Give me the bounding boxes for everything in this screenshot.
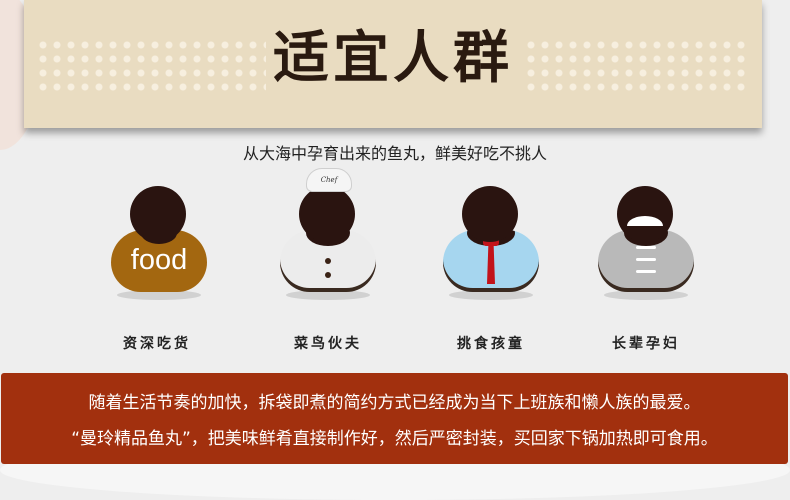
- description-line-2: “曼玲精品鱼丸”，把美味鲜肴直接制作好，然后严密封装，买回家下锅加热即可食用。: [71, 429, 718, 449]
- mustache-icon: [627, 216, 663, 226]
- figure-novice-cook: Chef: [280, 168, 376, 300]
- figure-shadow: [604, 290, 688, 300]
- figure-shadow: [449, 290, 533, 300]
- figure-label-picky-child: 挑食孩童: [457, 336, 525, 352]
- figure-picky-child: [443, 186, 539, 300]
- subtitle: 从大海中孕育出来的鱼丸，鲜美好吃不挑人: [242, 144, 547, 163]
- figure-label-elder: 长辈孕妇: [612, 336, 680, 352]
- description-line-1: 随着生活节奏的加快，拆袋即煮的简约方式已经成为当下上班族和懒人族的最爱。: [88, 393, 701, 413]
- figure-shadow: [286, 290, 370, 300]
- figure-label-foodie: 资深吃货: [123, 336, 191, 352]
- header-pattern-right: [524, 38, 750, 94]
- figure-foodie: food: [111, 186, 207, 300]
- figure-head: [299, 186, 355, 242]
- button-dot: [325, 272, 331, 278]
- figure-head: [462, 186, 518, 242]
- figure-head: [617, 186, 673, 242]
- food-shirt-text: food: [130, 244, 188, 276]
- frog-button: [636, 270, 656, 273]
- button-dot: [325, 258, 331, 264]
- figure-shadow: [117, 290, 201, 300]
- page-title: 适宜人群: [273, 26, 513, 91]
- header-pattern-left: [36, 38, 266, 94]
- figure-elder: [598, 186, 694, 300]
- chef-hat-text: Chef: [320, 176, 338, 184]
- frog-button: [636, 258, 656, 261]
- description-box: 随着生活节奏的加快，拆袋即煮的简约方式已经成为当下上班族和懒人族的最爱。 “曼玲…: [1, 373, 788, 464]
- figure-head: [130, 186, 186, 242]
- frog-button: [636, 246, 656, 249]
- red-scarf-icon: [487, 238, 495, 284]
- header-banner: 适宜人群: [24, 0, 762, 128]
- figure-label-novice-cook: 菜鸟伙夫: [294, 336, 362, 352]
- chef-hat-icon: Chef: [306, 168, 352, 192]
